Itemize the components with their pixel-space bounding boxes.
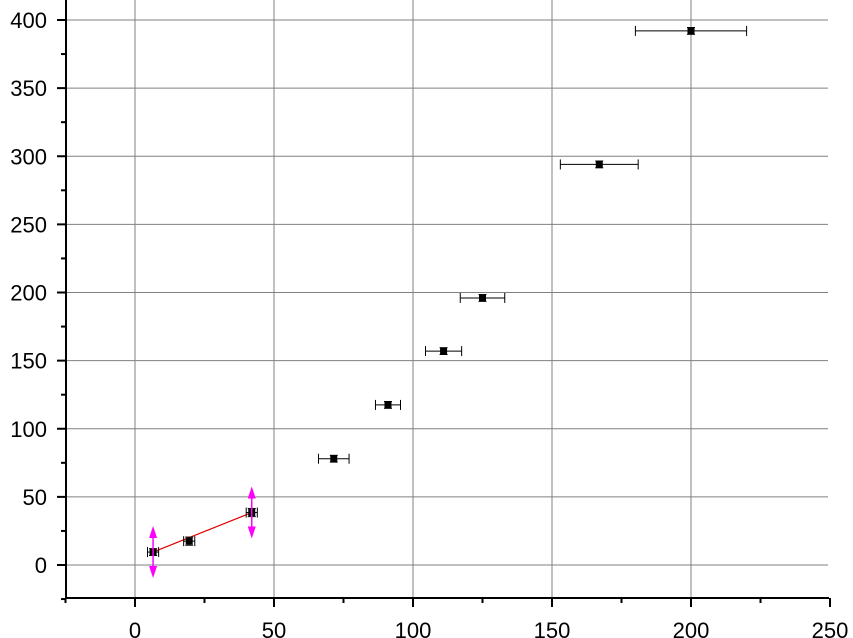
fit-line (152, 511, 252, 553)
point-marker (330, 455, 338, 463)
range-marker (149, 526, 158, 579)
point-marker (185, 537, 193, 545)
range-marker (247, 486, 256, 539)
y-tick-label: 0 (35, 553, 47, 578)
point-marker (384, 401, 392, 409)
x-tick-label: 50 (262, 618, 286, 638)
x-tick-label: 200 (673, 618, 710, 638)
point-marker (440, 347, 448, 355)
y-tick-label: 250 (10, 212, 47, 237)
data-points (147, 25, 748, 558)
arrow-down-icon (149, 566, 158, 579)
data-point (634, 25, 748, 36)
x-tick-label: 150 (534, 618, 571, 638)
point-marker (479, 294, 486, 302)
arrow-down-icon (247, 526, 256, 539)
x-tick-label: 0 (129, 618, 141, 638)
fit-line-layer (152, 511, 252, 553)
data-point (425, 346, 463, 357)
data-point (374, 399, 401, 410)
data-point (317, 453, 350, 464)
arrow-up-icon (149, 526, 158, 539)
y-tick-label: 100 (10, 417, 47, 442)
grid-lines (66, 0, 828, 598)
y-tick-label: 50 (23, 485, 47, 510)
axis-ticks (57, 19, 831, 607)
y-tick-label: 300 (10, 144, 47, 169)
x-tick-label: 250 (812, 618, 849, 638)
tick-labels: 0 50 100 150 200 250 0 50 100 150 200 250 300 350 400 (10, 8, 848, 638)
arrow-up-icon (247, 486, 256, 499)
range-markers (149, 486, 256, 579)
point-marker (687, 27, 695, 35)
axes (65, 0, 829, 599)
y-tick-label: 350 (10, 76, 47, 101)
y-tick-label: 400 (10, 8, 47, 33)
data-point (559, 159, 639, 170)
y-tick-label: 200 (10, 281, 47, 306)
data-point (459, 292, 506, 303)
x-tick-label: 100 (395, 618, 432, 638)
data-point (183, 536, 196, 547)
point-marker (595, 160, 603, 168)
y-tick-label: 150 (10, 349, 47, 374)
